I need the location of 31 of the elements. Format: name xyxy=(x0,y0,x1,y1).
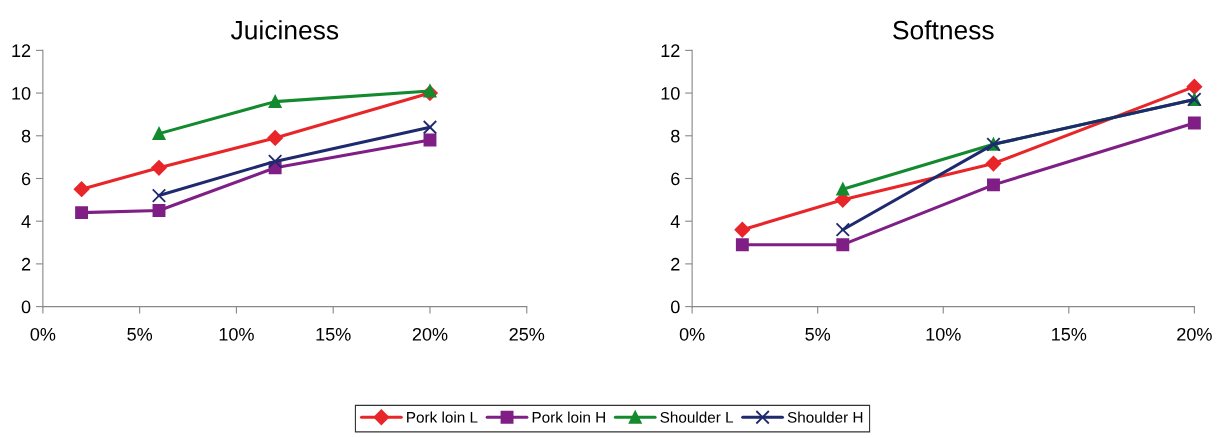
y-tick-label: 4 xyxy=(670,215,680,228)
y-tick-label: 12 xyxy=(661,44,680,57)
y-tick-label: 8 xyxy=(671,129,680,143)
y-tick-label: 8 xyxy=(21,129,31,143)
x-tick-label: 15% xyxy=(316,327,351,341)
y-tick-label: 2 xyxy=(671,257,680,271)
x-tick-label: 5% xyxy=(127,327,153,341)
x-tick-label: 0% xyxy=(679,327,705,341)
x-tick-label: 25% xyxy=(509,327,545,341)
y-tick-label: 6 xyxy=(21,172,31,186)
y-tick-label: 4 xyxy=(21,215,31,228)
y-tick-label: 0 xyxy=(21,300,31,314)
y-tick-label: 12 xyxy=(12,44,31,57)
legend-label: Shoulder L xyxy=(660,411,734,423)
x-tick-label: 20% xyxy=(1177,327,1212,341)
chart-title: Softness xyxy=(893,20,994,40)
chart-title: Juiciness xyxy=(230,20,339,40)
x-tick-label: 15% xyxy=(1052,327,1087,341)
y-tick-label: 6 xyxy=(671,172,680,186)
x-tick-label: 10% xyxy=(926,327,961,341)
x-tick-label: 10% xyxy=(219,327,254,341)
x-tick-label: 20% xyxy=(412,327,448,341)
y-tick-label: 10 xyxy=(661,87,680,100)
legend-label: Pork loin H xyxy=(532,411,605,423)
y-tick-label: 10 xyxy=(12,87,31,100)
x-tick-label: 5% xyxy=(805,327,831,341)
y-tick-label: 0 xyxy=(670,300,680,314)
y-tick-label: 2 xyxy=(21,257,31,271)
legend-label: Pork loin L xyxy=(407,411,478,423)
legend-label: Shoulder H xyxy=(787,411,863,423)
x-tick-label: 0% xyxy=(30,327,56,341)
